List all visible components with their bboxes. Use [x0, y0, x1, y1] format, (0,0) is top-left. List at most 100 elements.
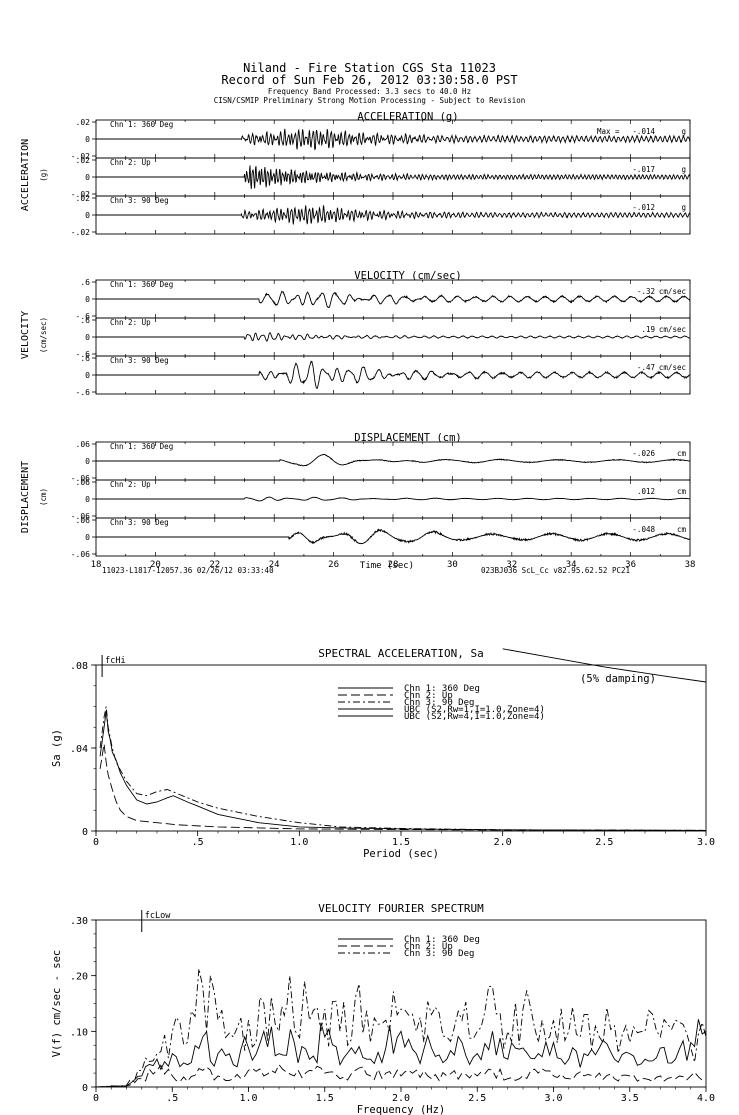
y-tick-label: 0 — [85, 333, 90, 342]
station-title: Niland - Fire Station CGS Sta 11023 — [243, 61, 496, 75]
y-tick-label: .06 — [76, 516, 91, 525]
y-axis-unit: (cm/sec) — [39, 317, 48, 353]
max-unit: g — [681, 127, 686, 136]
y-tick-label: 0 — [85, 533, 90, 542]
trace-chn-3-90-deg — [96, 528, 691, 545]
time-tick-label: 20 — [150, 560, 161, 570]
series-chn-3-90-deg — [96, 968, 707, 1087]
channel-label: Chn 1: 360 Deg — [110, 280, 173, 289]
y-tick-label: -.02 — [71, 152, 90, 161]
max-unit: cm/sec — [659, 363, 686, 372]
panel-title: ACCELERATION (g) — [357, 111, 458, 123]
plot-frame — [95, 664, 707, 832]
y-axis-label: V(f) cm/sec - sec — [51, 950, 63, 1057]
legend-entry: Chn 3: 90 Deg — [404, 949, 474, 959]
channel-label: Chn 2: Up — [110, 318, 151, 327]
y-tick-label: .10 — [70, 1027, 88, 1038]
y-tick-label: .06 — [76, 440, 91, 449]
channel-label: Chn 2: Up — [110, 480, 151, 489]
y-tick-label: .20 — [70, 972, 88, 983]
panel-title: VELOCITY (cm/sec) — [354, 270, 461, 282]
x-tick-label: 2.0 — [494, 837, 512, 848]
y-tick-label: 0 — [85, 211, 90, 220]
x-axis-label: Frequency (Hz) — [357, 1104, 446, 1115]
legend-entry: Chn 2: Up — [404, 691, 453, 701]
x-tick-label: 2.5 — [468, 1093, 486, 1104]
max-unit: cm — [677, 449, 687, 458]
y-tick-label: -.6 — [76, 350, 91, 359]
time-tick-label: 36 — [625, 560, 636, 570]
y-tick-label: .02 — [76, 118, 91, 127]
x-tick-label: 3.0 — [697, 837, 715, 848]
max-value: .012 — [637, 487, 655, 496]
y-tick-label: 0 — [85, 135, 90, 144]
x-tick-label: 1.5 — [316, 1093, 334, 1104]
legend-entry: UBC (S2,Rw=1,I=1.0,Zone=4) — [404, 705, 545, 715]
frequency-band-note: Frequency Band Processed: 3.3 secs to 40… — [267, 87, 472, 96]
channel-label: Chn 3: 90 Deg — [110, 518, 169, 527]
time-tick-label: 30 — [447, 560, 458, 570]
y-axis-label: ACCELERATION — [20, 139, 31, 211]
y-axis-unit: (cm) — [39, 488, 48, 506]
plot-title: SPECTRAL ACCELERATION, Sa — [318, 647, 484, 660]
x-tick-label: 3.0 — [544, 1093, 562, 1104]
processing-note: CISN/CSMIP Preliminary Strong Motion Pro… — [213, 96, 526, 105]
max-unit: cm/sec — [659, 325, 686, 334]
channel-panel: .6 0 -.6 Chn 2: Up .19 cm/sec — [76, 316, 691, 359]
max-value: -.048 — [632, 525, 655, 534]
y-tick-label: .04 — [70, 744, 88, 755]
x-tick-label: 0 — [93, 837, 99, 848]
y-tick-label: -.06 — [71, 512, 90, 521]
series-chn-1-360-deg — [99, 710, 707, 831]
y-tick-label: -.02 — [71, 228, 90, 237]
max-value: -.012 — [632, 203, 655, 212]
trace-chn-2-up — [96, 496, 690, 502]
legend-entry: UBC (S2,Rw=4,I=1.0,Zone=4) — [404, 712, 545, 722]
y-tick-label: 0 — [82, 1083, 88, 1094]
y-axis-label: Sa (g) — [51, 729, 63, 767]
max-value: -.017 — [632, 165, 655, 174]
max-unit: cm/sec — [659, 287, 686, 296]
x-tick-label: 2.5 — [595, 837, 613, 848]
trace-chn-3-90-deg — [96, 360, 691, 389]
panel-title: DISPLACEMENT (cm) — [354, 432, 461, 444]
series-ubc-s2-rw-1-i-1-0-zone-4- — [502, 648, 707, 683]
time-tick-label: 34 — [566, 560, 577, 570]
series-chn-2-up — [99, 743, 707, 831]
max-value: -.026 — [632, 449, 655, 458]
y-tick-label: -.06 — [71, 474, 90, 483]
x-tick-label: 1.0 — [290, 837, 308, 848]
y-tick-label: -.06 — [71, 550, 90, 559]
y-tick-label: -.02 — [71, 190, 90, 199]
time-tick-label: 24 — [269, 560, 280, 570]
x-tick-label: 0 — [93, 1093, 99, 1104]
series-chn-3-90-deg — [99, 706, 707, 831]
y-tick-label: .6 — [80, 354, 90, 363]
x-tick-label: .5 — [166, 1093, 178, 1104]
y-tick-label: 0 — [85, 295, 90, 304]
channel-panel: .02 0 -.02 Chn 3: 90 Deg -.012 g — [71, 194, 691, 237]
footer-record-id: 11023-L1817-12057.36 02/26/12 03:33:40 — [102, 566, 274, 575]
channel-panel: .02 0 -.02 Chn 1: 360 Deg Max = -.014 g — [71, 118, 691, 161]
trace-chn-1-360-deg — [96, 290, 691, 309]
max-value: -.32 — [637, 287, 655, 296]
channel-panel: .02 0 -.02 Chn 2: Up -.017 g — [71, 156, 691, 199]
channel-label: Chn 3: 90 Deg — [110, 356, 169, 365]
legend-entry: Chn 1: 360 Deg — [404, 684, 480, 694]
x-tick-label: 1.0 — [239, 1093, 257, 1104]
max-unit: g — [681, 203, 686, 212]
x-tick-label: 1.5 — [392, 837, 410, 848]
max-unit: cm — [677, 525, 687, 534]
channel-label: Chn 1: 360 Deg — [110, 442, 173, 451]
channel-label: Chn 2: Up — [110, 158, 151, 167]
max-value: -.014 — [632, 127, 655, 136]
series-chn-1-360-deg — [96, 1019, 707, 1087]
max-prefix: Max = — [597, 127, 620, 136]
legend-entry: Chn 1: 360 Deg — [404, 935, 480, 945]
plot-frame — [95, 919, 707, 1088]
y-tick-label: .08 — [70, 661, 88, 672]
y-tick-label: -.6 — [76, 312, 91, 321]
damping-note: (5% damping) — [580, 673, 656, 685]
y-axis-label: DISPLACEMENT — [20, 461, 31, 533]
x-tick-label: 4.0 — [697, 1093, 715, 1104]
